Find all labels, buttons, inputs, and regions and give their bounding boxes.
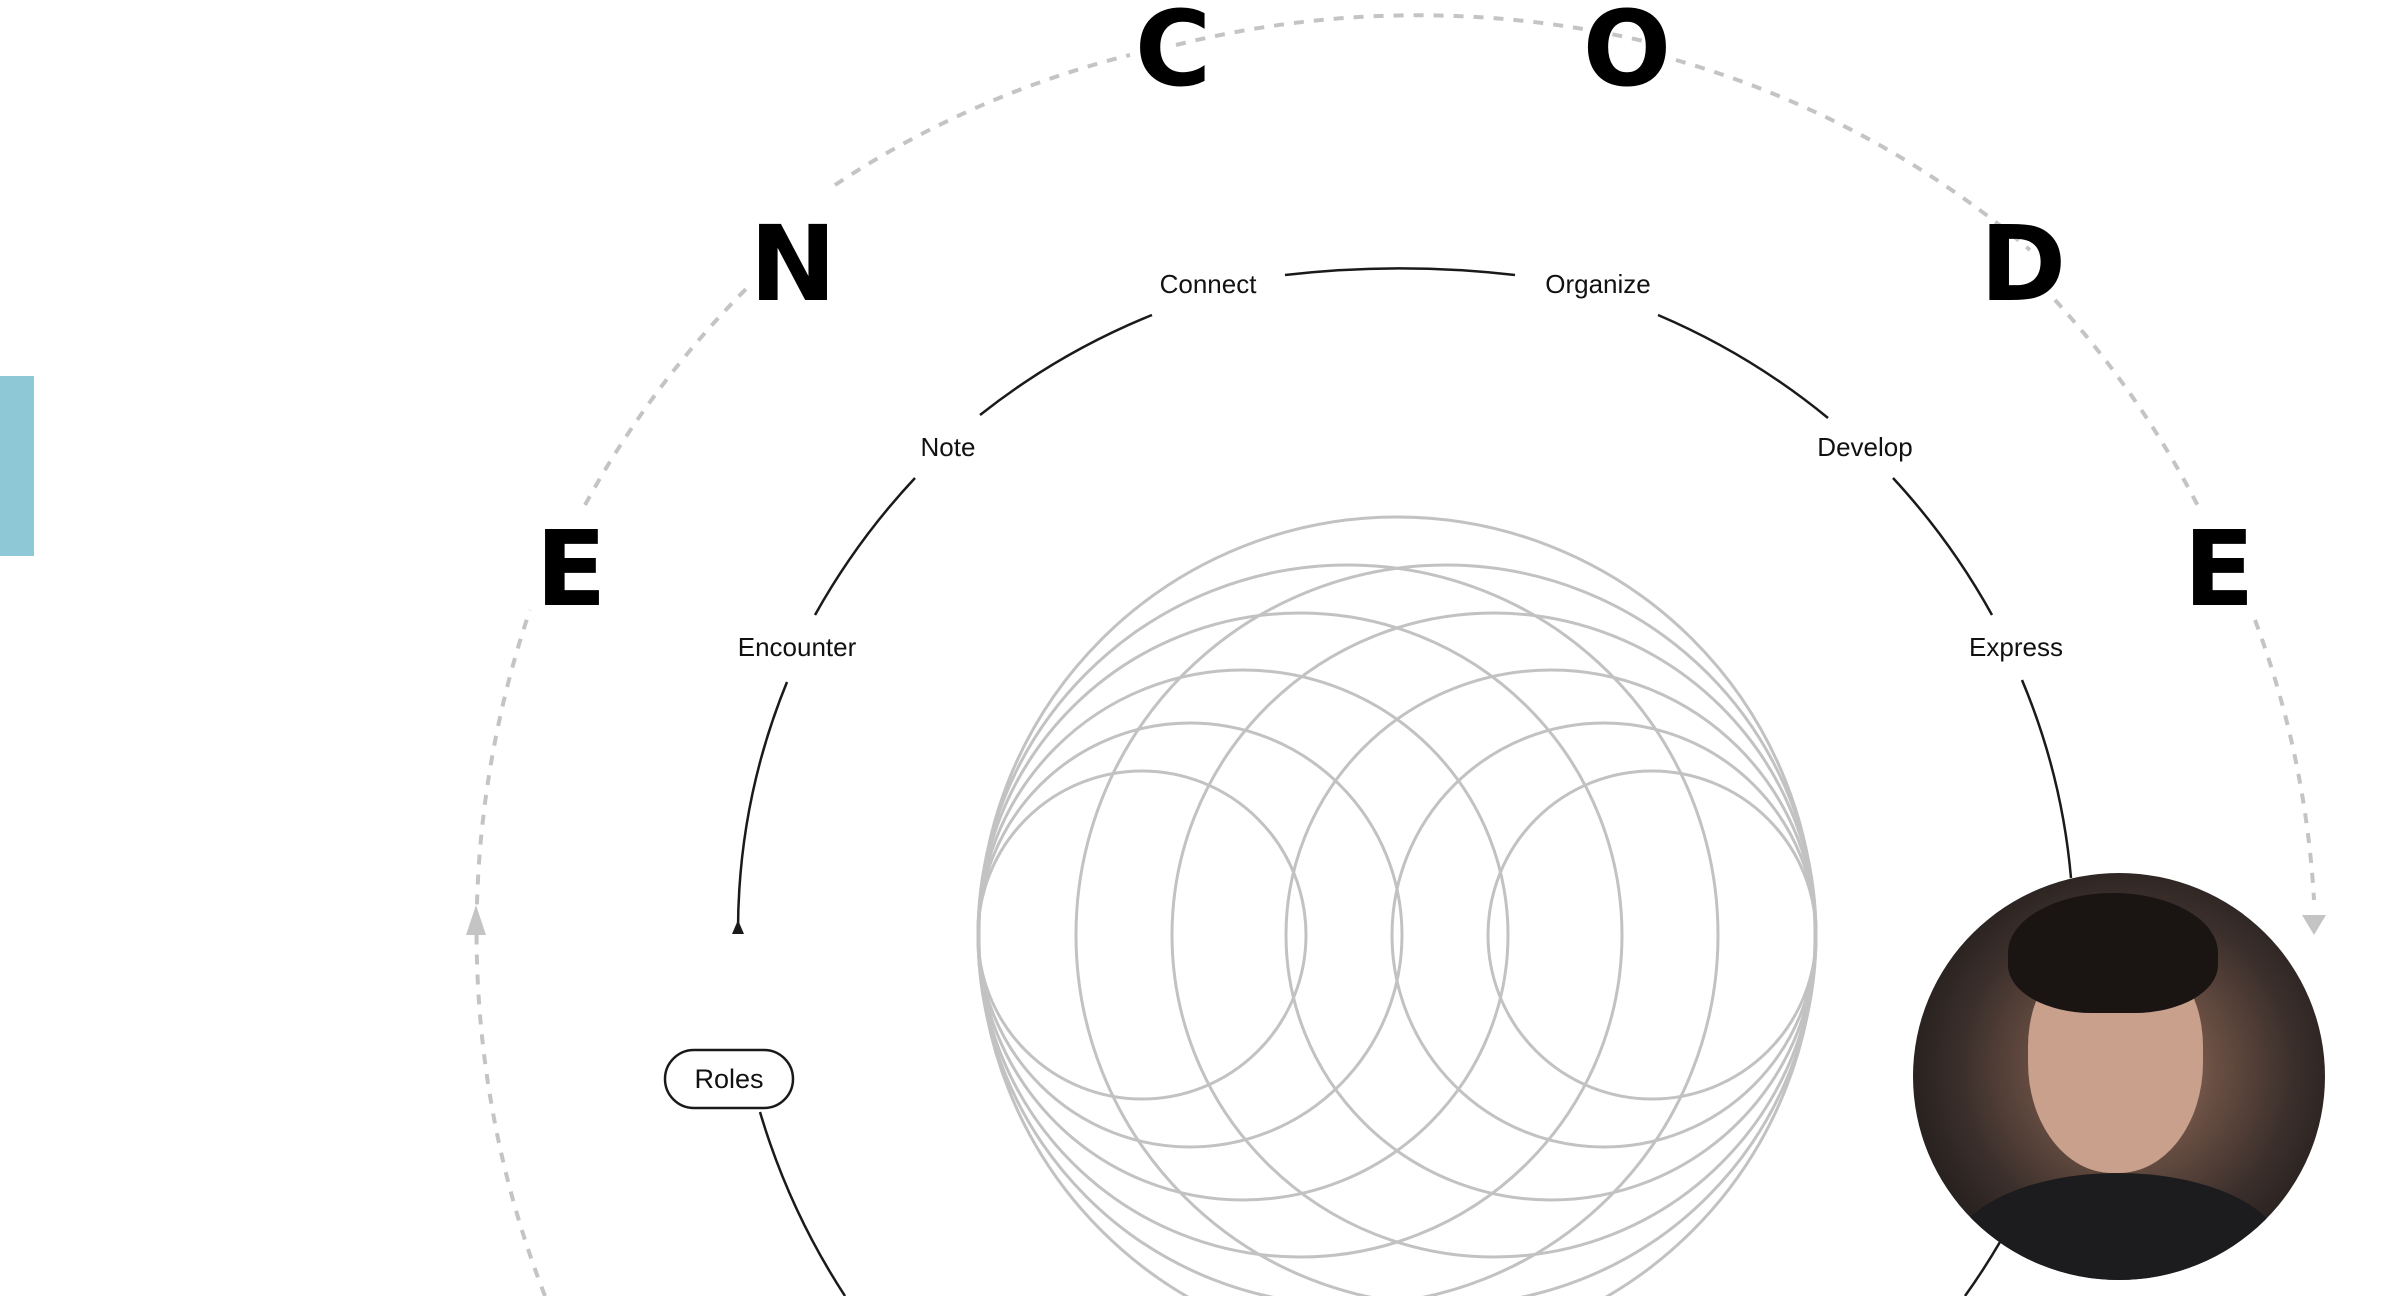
encode-letter-d: D	[1980, 203, 2066, 325]
inner-ring	[736, 267, 2073, 1296]
encode-letter-o: O	[1583, 0, 1671, 110]
outer-dashed-ring	[474, 13, 2316, 1296]
overlap-circle	[1284, 668, 1818, 1202]
presenter-hair	[2008, 893, 2218, 1013]
overlap-circle	[976, 769, 1308, 1101]
encode-letter-c: C	[1135, 0, 1211, 110]
outer-ring-arc	[474, 609, 547, 1296]
outer-ring-arc	[1675, 58, 2032, 252]
outer-ring-arc	[583, 283, 752, 506]
stage-label-develop: Develop	[1817, 432, 1912, 462]
overlap-circle	[977, 515, 1817, 1296]
inner-ring-arc	[758, 1111, 847, 1296]
overlap-circle	[1390, 721, 1818, 1149]
roles-label: Roles	[694, 1064, 763, 1094]
roles-pill-outline	[663, 1048, 795, 1110]
inner-ring-arc	[813, 477, 916, 616]
encode-letter-n: N	[749, 203, 836, 325]
inner-ring-arc	[1657, 313, 1829, 419]
overlapping-circles	[976, 515, 1818, 1296]
encode-letter-e-left: E	[535, 508, 606, 630]
overlap-circle	[976, 668, 1510, 1202]
inner-ring-arc	[736, 681, 789, 931]
inner-ring-arc	[1284, 267, 1516, 277]
outer-arrow-up-icon	[466, 905, 486, 935]
roles-pill: Roles	[663, 1048, 795, 1110]
presenter-webcam-video	[1913, 873, 2325, 1280]
stage-label-express: Express	[1969, 632, 2063, 662]
stage-label-note: Note	[921, 432, 976, 462]
inner-ring-arc	[979, 313, 1153, 416]
outer-ring-arc	[1175, 13, 1661, 47]
inner-arrow-up-icon	[732, 920, 744, 934]
outer-arrow-down-icon	[2302, 915, 2326, 935]
side-tab-marker	[0, 376, 34, 556]
stage-label-encounter: Encounter	[738, 632, 857, 662]
outer-ring-arc	[833, 53, 1131, 187]
overlap-circle	[976, 721, 1404, 1149]
outer-ring-arc	[2253, 619, 2316, 901]
overlap-circle	[1486, 769, 1818, 1101]
inner-ring-arc	[1892, 477, 1994, 616]
outer-ring-arc	[2053, 298, 2202, 511]
stage-label-organize: Organize	[1545, 269, 1651, 299]
encode-letter-e-right: E	[2183, 508, 2254, 630]
stage-label-connect: Connect	[1160, 269, 1258, 299]
presenter-shirt	[1953, 1173, 2283, 1280]
inner-ring-arc	[2020, 679, 2073, 879]
